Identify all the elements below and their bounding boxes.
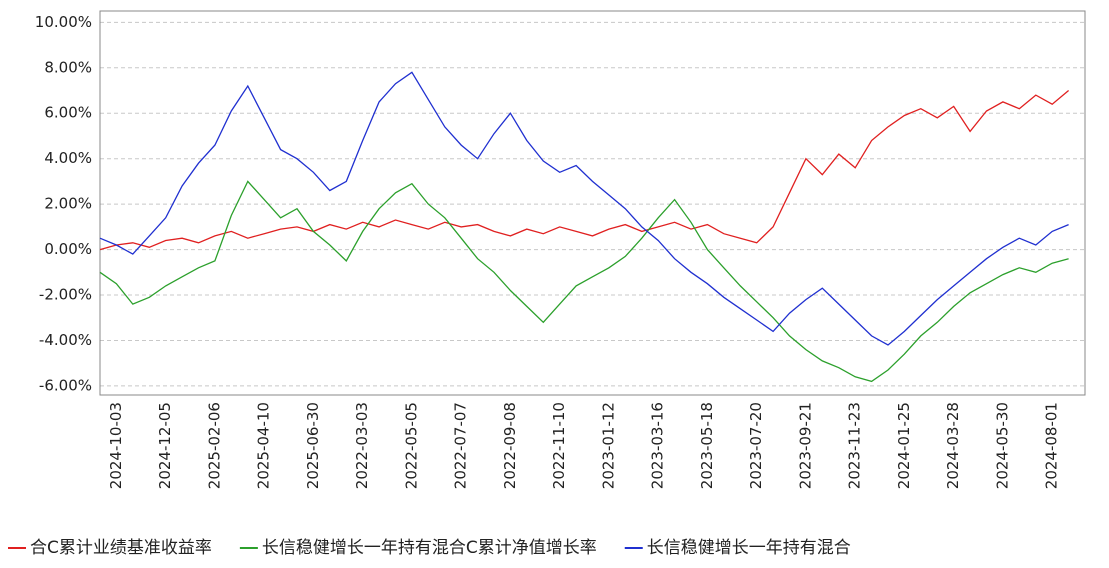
x-tick-label: 2023-07-20 xyxy=(747,402,765,489)
y-tick-label: 4.00% xyxy=(44,149,92,167)
x-tick-label: 2023-05-18 xyxy=(698,402,716,489)
y-tick-label: 6.00% xyxy=(44,104,92,122)
x-tick-label: 2023-01-12 xyxy=(599,402,617,489)
legend-item: 长信稳健增长一年持有混合C累计净值增长率 xyxy=(239,538,597,558)
y-tick-label: 8.00% xyxy=(44,58,92,76)
x-tick-label: 2022-11-10 xyxy=(550,402,568,489)
x-tick-label: 2025-02-06 xyxy=(205,402,223,489)
x-tick-label: 2023-09-21 xyxy=(796,402,814,489)
x-tick-label: 2025-04-10 xyxy=(255,402,273,489)
plot-frame xyxy=(99,10,1086,396)
legend-item: 长信稳健增长一年持有混合 xyxy=(624,538,851,558)
x-tick-label: 2024-10-03 xyxy=(107,402,125,489)
y-tick-label: 0.00% xyxy=(44,240,92,258)
x-tick-label: 2024-08-01 xyxy=(1043,402,1061,489)
x-tick-label: 2022-03-03 xyxy=(353,402,371,489)
y-tick-label: -2.00% xyxy=(39,286,92,304)
series-line xyxy=(99,90,1070,251)
x-tick-label: 2024-01-25 xyxy=(895,402,913,489)
x-tick-label: 2023-03-16 xyxy=(649,402,667,489)
legend-item: 合C累计业绩基准收益率 xyxy=(8,538,212,558)
x-tick-label: 2022-07-07 xyxy=(452,402,470,489)
x-tick-label: 2024-03-28 xyxy=(944,402,962,489)
y-tick-label: -4.00% xyxy=(39,331,92,349)
y-tick-label: 2.00% xyxy=(44,195,92,213)
legend-label: 合C累计业绩基准收益率 xyxy=(30,538,212,558)
legend-label: 长信稳健增长一年持有混合 xyxy=(647,538,851,558)
x-tick-label: 2022-05-05 xyxy=(402,402,420,489)
series-line xyxy=(99,71,1069,346)
y-tick-label: -6.00% xyxy=(39,376,92,394)
legend-label: 长信稳健增长一年持有混合C累计净值增长率 xyxy=(262,538,597,558)
series-line xyxy=(99,180,1069,383)
x-tick-label: 2024-12-05 xyxy=(156,402,174,489)
x-tick-label: 2022-09-08 xyxy=(501,402,519,489)
x-tick-label: 2024-05-30 xyxy=(993,402,1011,489)
x-tick-label: 2025-06-30 xyxy=(304,402,322,489)
x-tick-label: 2023-11-23 xyxy=(846,402,864,489)
y-tick-label: 10.00% xyxy=(35,13,92,31)
